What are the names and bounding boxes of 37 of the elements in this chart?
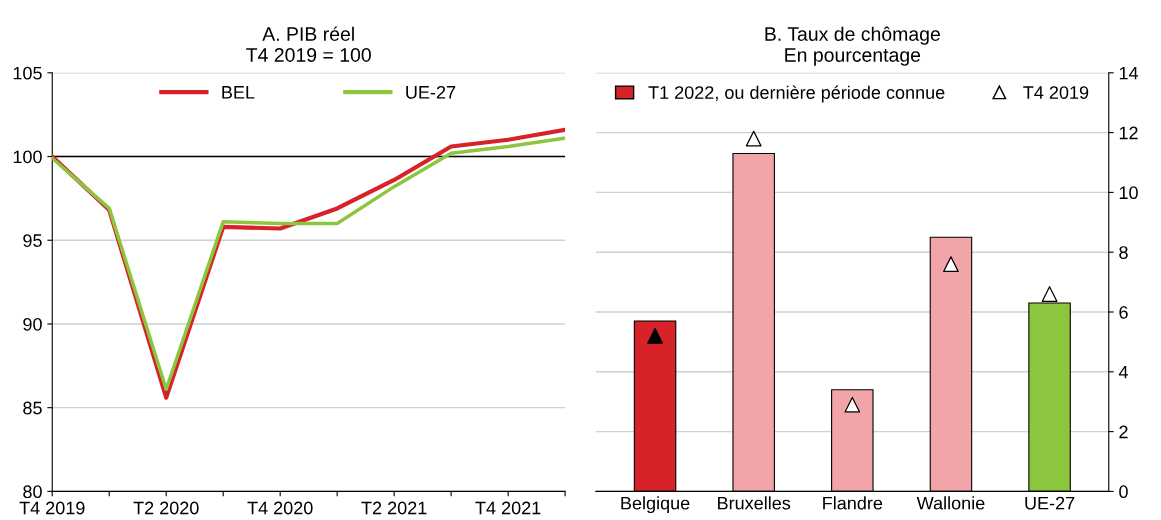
y-tick-label: 105: [13, 66, 42, 80]
y-tick-label: 12: [1119, 126, 1138, 140]
y-tick-label: 90: [23, 317, 42, 331]
x-tick-label: Flandre: [823, 496, 883, 510]
x-tick-label: Bruxelles: [718, 496, 791, 510]
y-tick-label: 100: [13, 150, 42, 164]
y-tick-label: 8: [1119, 246, 1128, 259]
point: [1041, 286, 1058, 302]
point: [943, 256, 959, 273]
chart-subtitle: T4 2019 = 100: [246, 48, 371, 62]
y-tick-label: 85: [23, 401, 42, 415]
y-tick-label: 80: [23, 485, 42, 499]
y-tick-label: 2: [1119, 425, 1128, 439]
x-tick-label: UE-27: [1025, 496, 1075, 510]
point: [844, 396, 861, 413]
y-tick-label: 14: [1119, 66, 1139, 80]
x-tick-label: Belgique: [621, 496, 690, 514]
point: [745, 130, 762, 147]
legend-label: UE-27: [406, 85, 456, 99]
y-tick-label: 4: [1118, 365, 1128, 379]
y-tick-label: 10: [1119, 186, 1138, 200]
x-tick-label: T4 2019: [19, 501, 85, 515]
y-tick-label: 95: [23, 234, 42, 247]
chart-title: A. PIB réel: [262, 26, 354, 41]
legend-label: BEL: [222, 86, 255, 99]
y-tick-label: 0: [1119, 485, 1128, 499]
legend-label: T1 2022, ou dernière période connue: [648, 85, 945, 103]
y-tick-label: 6: [1119, 305, 1128, 319]
legend-label: T4 2019: [1023, 86, 1089, 99]
x-tick-label: T2 2020: [133, 501, 199, 515]
x-tick-label: T4 2021: [475, 501, 541, 515]
x-tick-label: T2 2021: [361, 501, 427, 515]
x-tick-label: Wallonie: [916, 496, 985, 510]
point: [647, 328, 663, 344]
chart-subtitle: En pourcentage: [785, 48, 921, 66]
x-tick-label: T4 2020: [247, 501, 313, 515]
chart-title: B. Taux de chômage: [765, 26, 940, 45]
